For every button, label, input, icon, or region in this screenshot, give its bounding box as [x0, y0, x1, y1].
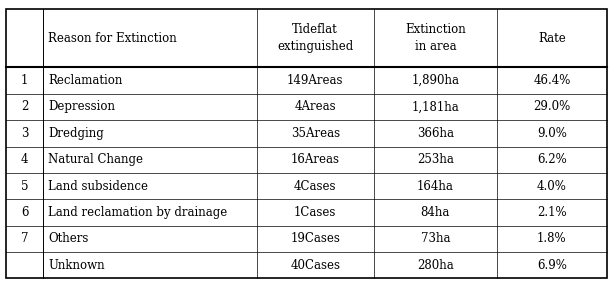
Text: 6.9%: 6.9%	[537, 259, 567, 272]
Text: 1: 1	[21, 74, 28, 87]
Text: 1,890ha: 1,890ha	[411, 74, 459, 87]
Text: 6: 6	[21, 206, 28, 219]
Text: 1,181ha: 1,181ha	[411, 100, 459, 113]
Text: 84ha: 84ha	[421, 206, 450, 219]
Text: 253ha: 253ha	[417, 153, 454, 166]
Text: 46.4%: 46.4%	[533, 74, 571, 87]
Text: Unknown: Unknown	[48, 259, 105, 272]
Text: 280ha: 280ha	[417, 259, 454, 272]
Text: 2: 2	[21, 100, 28, 113]
Text: 149Areas: 149Areas	[287, 74, 343, 87]
Text: Reclamation: Reclamation	[48, 74, 123, 87]
Text: 366ha: 366ha	[417, 127, 454, 140]
Text: 7: 7	[21, 232, 28, 245]
Text: Reason for Extinction: Reason for Extinction	[48, 32, 177, 44]
Text: 4: 4	[21, 153, 28, 166]
Text: 6.2%: 6.2%	[537, 153, 567, 166]
Text: 4Cases: 4Cases	[294, 180, 337, 193]
Text: Natural Change: Natural Change	[48, 153, 143, 166]
Text: Land reclamation by drainage: Land reclamation by drainage	[48, 206, 227, 219]
Text: Rate: Rate	[538, 32, 566, 44]
Text: 1.8%: 1.8%	[537, 232, 566, 245]
Text: 73ha: 73ha	[421, 232, 450, 245]
Text: 164ha: 164ha	[417, 180, 454, 193]
Text: 3: 3	[21, 127, 28, 140]
Text: Tideflat
extinguished: Tideflat extinguished	[277, 23, 353, 53]
Text: 29.0%: 29.0%	[533, 100, 571, 113]
Text: Dredging: Dredging	[48, 127, 104, 140]
Text: Extinction
in area: Extinction in area	[405, 23, 466, 53]
Text: 5: 5	[21, 180, 28, 193]
Text: 4.0%: 4.0%	[537, 180, 567, 193]
Text: Others: Others	[48, 232, 89, 245]
Text: Land subsidence: Land subsidence	[48, 180, 148, 193]
Text: 2.1%: 2.1%	[537, 206, 566, 219]
Text: Depression: Depression	[48, 100, 115, 113]
Text: 16Areas: 16Areas	[291, 153, 340, 166]
Text: 4Areas: 4Areas	[294, 100, 336, 113]
Text: 9.0%: 9.0%	[537, 127, 567, 140]
Text: 40Cases: 40Cases	[290, 259, 340, 272]
Text: 19Cases: 19Cases	[291, 232, 340, 245]
Text: 35Areas: 35Areas	[291, 127, 340, 140]
Text: 1Cases: 1Cases	[294, 206, 337, 219]
